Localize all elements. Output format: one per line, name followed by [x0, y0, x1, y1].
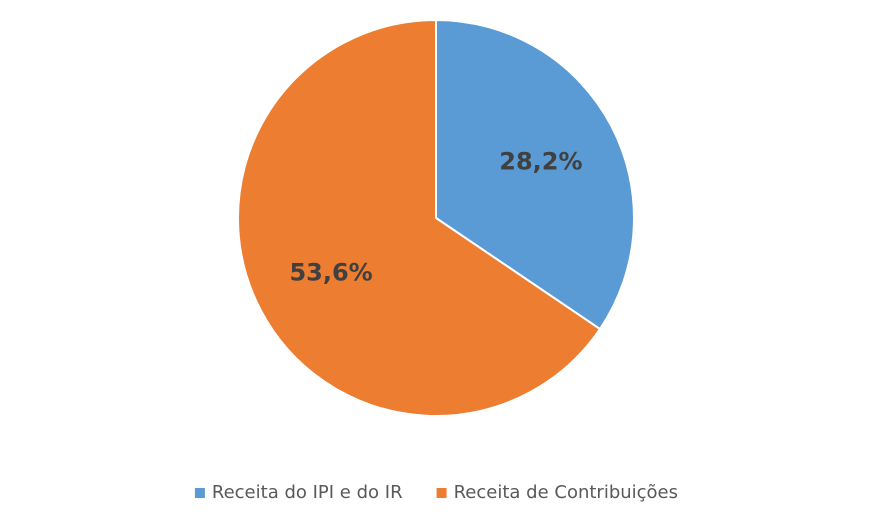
pie-data-label-1: 28,2% — [499, 147, 582, 175]
legend-swatch-2 — [436, 488, 447, 498]
legend-swatch-1 — [194, 488, 205, 498]
pie-data-label-2: 53,6% — [289, 259, 372, 287]
legend-item-1: Receita do IPI e do IR — [194, 482, 403, 503]
legend-label-2: Receita de Contribuições — [454, 482, 678, 503]
legend-item-2: Receita de Contribuições — [436, 482, 678, 503]
pie-data-labels: 28,2% 53,6% — [289, 147, 582, 286]
pie-slice-2 — [237, 18, 602, 417]
chart-legend: Receita do IPI e do IR Receita de Contrib… — [194, 482, 678, 503]
legend-label-1: Receita do IPI e do IR — [212, 482, 403, 503]
pie-slices — [237, 18, 635, 417]
pie-slice-1 — [435, 18, 635, 331]
